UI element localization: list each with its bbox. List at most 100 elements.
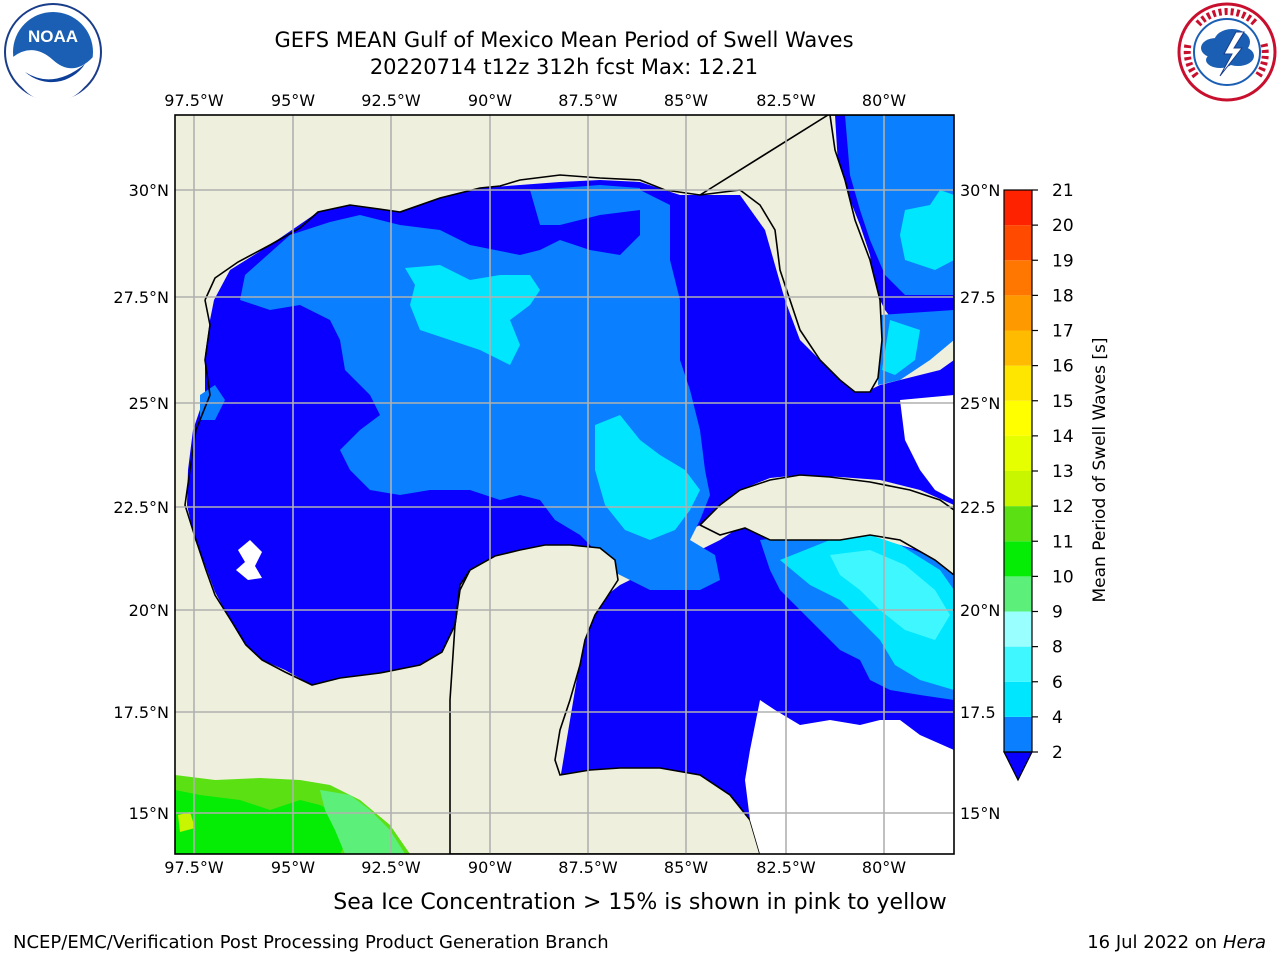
colorbar-tick-label: 8 xyxy=(1052,638,1063,658)
colorbar-label: Mean Period of Swell Waves [s] xyxy=(1090,338,1110,603)
lat-tick-left: 15°N xyxy=(129,804,169,823)
map-frame xyxy=(174,114,955,855)
no-data-west-gulf xyxy=(236,540,262,580)
colorbar-tick-label: 9 xyxy=(1052,603,1063,623)
colorbar-tick-label: 16 xyxy=(1052,357,1074,377)
swell-band-6-8-north xyxy=(405,265,540,365)
lat-tick-right: 25°N xyxy=(960,394,1000,413)
lon-tick-top: 82.5°W xyxy=(756,91,816,110)
colorbar-segment xyxy=(1004,400,1032,436)
lat-tick-right: 30°N xyxy=(960,181,1000,200)
lat-tick-left: 17.5°N xyxy=(113,703,169,722)
colorbar: 2 4 6 8 9 10 11 12 13 14 15 16 17 18 19 20 21 xyxy=(1003,181,1074,782)
colorbar-tick-label: 21 xyxy=(1052,181,1074,201)
west-coastline xyxy=(184,299,471,686)
lat-tick-left: 25°N xyxy=(129,394,169,413)
lon-tick-bottom: 97.5°W xyxy=(164,858,224,877)
colorbar-segment xyxy=(1004,435,1032,471)
lon-tick-bottom: 80°W xyxy=(862,858,906,877)
colorbar-under-arrow xyxy=(1003,751,1033,782)
colorbar-tick-label: 20 xyxy=(1052,216,1074,236)
footer-credit: NCEP/EMC/Verification Post Processing Pr… xyxy=(13,932,609,953)
svg-text:NOAA: NOAA xyxy=(28,27,78,46)
colorbar-tick-label: 6 xyxy=(1052,673,1063,693)
colorbar-segment xyxy=(1004,611,1032,647)
colorbar-segment xyxy=(1004,576,1032,612)
lon-labels-top: 97.5°W 95°W 92.5°W 90°W 87.5°W 85°W 82.5… xyxy=(164,91,906,110)
footer-date: 16 Jul 2022 on Hera xyxy=(1087,932,1266,953)
lon-tick-top: 92.5°W xyxy=(361,91,421,110)
lat-tick-left: 22.5°N xyxy=(113,498,169,517)
florida-peninsula xyxy=(699,115,954,393)
colorbar-tick-label: 2 xyxy=(1052,743,1063,763)
colorbar-segment xyxy=(1004,295,1032,331)
map-title: GEFS MEAN Gulf of Mexico Mean Period of … xyxy=(274,28,854,52)
pacific-swell-band-12 xyxy=(178,812,195,832)
lon-tick-bottom: 82.5°W xyxy=(756,858,816,877)
lat-tick-right: 20°N xyxy=(960,601,1000,620)
footer-host: Hera xyxy=(1222,932,1266,953)
lat-tick-right: 17.5 xyxy=(960,703,996,722)
lon-tick-bottom: 90°W xyxy=(468,858,512,877)
colorbar-segment xyxy=(1004,330,1032,366)
footer-date-text: 16 Jul 2022 on xyxy=(1087,932,1223,953)
colorbar-segment xyxy=(1004,506,1032,542)
colorbar-segment xyxy=(1004,541,1032,577)
swell-band-4-6-north xyxy=(530,185,640,225)
colorbar-tick-label: 15 xyxy=(1052,392,1074,412)
map-subtitle: 20220714 t12z 312h fcst Max: 12.21 xyxy=(369,55,759,79)
pacific-swell-band-10 xyxy=(175,790,350,854)
colorbar-segment xyxy=(1004,365,1032,401)
lon-tick-bottom: 85°W xyxy=(664,858,708,877)
cuba-island xyxy=(698,474,954,577)
lat-labels-right: 30°N 27.5 25°N 22.5 20°N 17.5 15°N xyxy=(960,181,1000,823)
swell-band-8-9-caribbean xyxy=(830,550,950,640)
colorbar-tick-label: 18 xyxy=(1052,286,1074,306)
swell-band-4-6 xyxy=(240,190,720,590)
lon-tick-bottom: 87.5°W xyxy=(558,858,618,877)
colorbar-tick-label: 14 xyxy=(1052,427,1074,447)
colorbar-tick-label: 13 xyxy=(1052,462,1074,482)
lon-tick-top: 90°W xyxy=(468,91,512,110)
lon-tick-top: 97.5°W xyxy=(164,91,224,110)
graticule xyxy=(175,115,954,854)
colorbar-segment xyxy=(1004,646,1032,682)
lon-tick-top: 80°W xyxy=(862,91,906,110)
swell-band-6-8-atlantic xyxy=(900,190,954,270)
lat-tick-right: 22.5 xyxy=(960,498,996,517)
lon-tick-top: 95°W xyxy=(271,91,315,110)
colorbar-tick-label: 19 xyxy=(1052,251,1074,271)
swell-band-6-8-loop xyxy=(595,415,700,540)
gulf-coastline xyxy=(204,174,701,301)
map-area xyxy=(175,115,954,854)
lat-tick-right: 15°N xyxy=(960,804,1000,823)
lat-tick-left: 30°N xyxy=(129,181,169,200)
lat-tick-left: 20°N xyxy=(129,601,169,620)
colorbar-tick-label: 11 xyxy=(1052,532,1074,552)
lon-tick-bottom: 92.5°W xyxy=(361,858,421,877)
colorbar-segment xyxy=(1004,471,1032,507)
lon-tick-top: 85°W xyxy=(664,91,708,110)
colorbar-tick-label: 4 xyxy=(1052,708,1063,728)
lat-tick-right: 27.5 xyxy=(960,288,996,307)
lat-labels-left: 30°N 27.5°N 25°N 22.5°N 20°N 17.5°N 15°N xyxy=(113,181,169,823)
pacific-swell-band-9 xyxy=(320,790,405,854)
yucatan-peninsula xyxy=(449,544,761,854)
swell-band-6-8-keys xyxy=(882,320,920,375)
colorbar-tick-label: 17 xyxy=(1052,322,1074,342)
lon-tick-top: 87.5°W xyxy=(558,91,618,110)
colorbar-segment xyxy=(1004,225,1032,261)
colorbar-tick-label: 12 xyxy=(1052,497,1074,517)
nws-logo-icon xyxy=(1177,2,1277,102)
colorbar-segment xyxy=(1004,681,1032,717)
colorbar-segment xyxy=(1004,716,1032,752)
lat-tick-left: 27.5°N xyxy=(113,288,169,307)
colorbar-tick-label: 10 xyxy=(1052,567,1074,587)
lon-labels-bottom: 97.5°W 95°W 92.5°W 90°W 87.5°W 85°W 82.5… xyxy=(164,858,906,877)
sea-ice-note: Sea Ice Concentration > 15% is shown in … xyxy=(333,890,947,915)
colorbar-segment xyxy=(1004,190,1032,226)
no-data-caribbean xyxy=(745,700,954,854)
lon-tick-bottom: 95°W xyxy=(271,858,315,877)
no-data-bahamas xyxy=(900,395,954,500)
